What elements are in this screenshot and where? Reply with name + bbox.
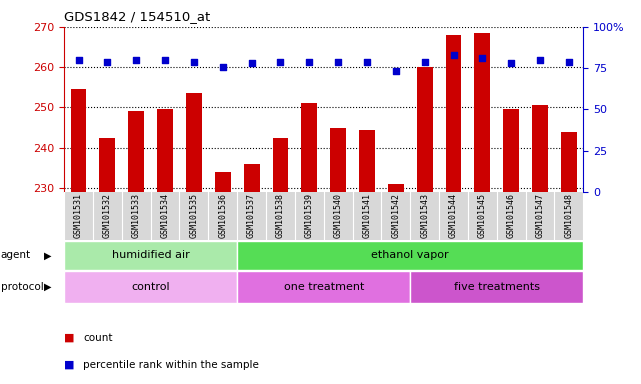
FancyBboxPatch shape [237,271,410,303]
Point [420,58,430,65]
Point [535,57,545,63]
Point [564,58,574,65]
Text: protocol: protocol [1,282,44,292]
Point [188,58,199,65]
Text: GSM101548: GSM101548 [564,194,574,238]
Bar [71,89,87,192]
Point [391,68,401,74]
Bar [359,129,375,192]
Point [276,58,286,65]
Bar [561,132,577,192]
Text: GDS1842 / 154510_at: GDS1842 / 154510_at [64,10,210,23]
Bar [301,103,317,192]
Bar [272,137,288,192]
Bar [417,67,433,192]
FancyBboxPatch shape [237,241,583,270]
Text: GSM101533: GSM101533 [131,194,141,238]
Bar [99,137,115,192]
Text: GSM101537: GSM101537 [247,194,256,238]
Bar [244,164,260,192]
Bar [215,172,231,192]
Text: ■: ■ [64,333,74,343]
Bar [532,106,548,192]
Text: percentile rank within the sample: percentile rank within the sample [83,360,259,370]
FancyBboxPatch shape [64,192,583,240]
Bar [503,109,519,192]
Point [160,57,171,63]
Text: GSM101546: GSM101546 [506,194,516,238]
Text: GSM101534: GSM101534 [160,194,170,238]
Point [333,58,344,65]
Text: GSM101536: GSM101536 [218,194,228,238]
FancyBboxPatch shape [64,271,237,303]
Text: GSM101541: GSM101541 [362,194,372,238]
Text: ▶: ▶ [44,282,51,292]
Text: GSM101542: GSM101542 [391,194,401,238]
Text: ■: ■ [64,360,74,370]
Text: ▶: ▶ [44,250,51,260]
Bar [330,127,346,192]
Point [449,52,459,58]
Text: humidified air: humidified air [112,250,190,260]
Point [477,55,487,61]
Text: five treatments: five treatments [454,282,540,292]
Text: GSM101539: GSM101539 [304,194,314,238]
Text: one treatment: one treatment [283,282,364,292]
Point [103,58,113,65]
FancyBboxPatch shape [410,271,583,303]
Text: GSM101545: GSM101545 [478,194,487,238]
Text: agent: agent [1,250,31,260]
Text: GSM101538: GSM101538 [276,194,285,238]
Point [304,58,315,65]
Text: GSM101547: GSM101547 [535,194,545,238]
Text: GSM101531: GSM101531 [74,194,83,238]
Text: GSM101535: GSM101535 [189,194,199,238]
Text: GSM101543: GSM101543 [420,194,429,238]
Text: control: control [131,282,170,292]
Bar [474,33,490,192]
Bar [445,35,462,192]
Point [506,60,517,66]
Point [218,63,228,70]
Bar [157,109,173,192]
Bar [186,93,202,192]
Point [74,57,83,63]
Text: GSM101544: GSM101544 [449,194,458,238]
Bar [388,184,404,192]
Text: GSM101540: GSM101540 [333,194,343,238]
FancyBboxPatch shape [64,241,237,270]
Point [362,58,372,65]
Point [246,60,256,66]
Text: ethanol vapor: ethanol vapor [371,250,449,260]
Point [131,57,142,63]
Text: GSM101532: GSM101532 [103,194,112,238]
Text: count: count [83,333,113,343]
Bar [128,111,144,192]
